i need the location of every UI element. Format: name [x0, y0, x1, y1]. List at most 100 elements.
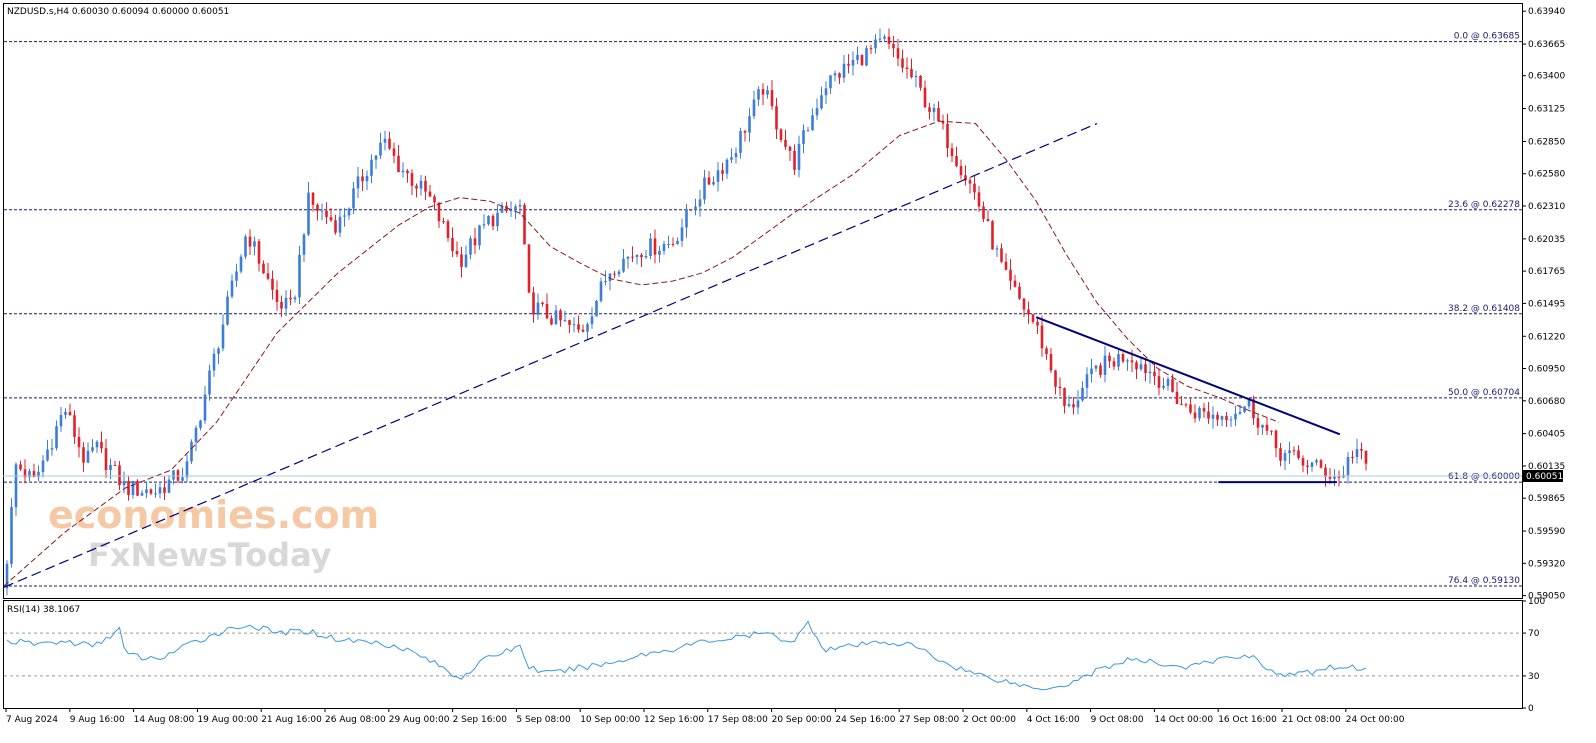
candle-body	[433, 196, 436, 203]
candle-body	[514, 206, 517, 210]
candle-body	[941, 121, 945, 124]
x-tick-label: 2 Sep 16:00	[453, 715, 508, 725]
candle-body	[401, 170, 405, 173]
candle-body	[968, 180, 972, 184]
candle-body	[851, 59, 855, 66]
candle-body	[5, 563, 9, 589]
candle-body	[1018, 286, 1021, 299]
candle-body	[55, 426, 58, 449]
candle-body	[887, 36, 891, 44]
candle-body	[833, 73, 837, 76]
candle-body	[829, 75, 832, 89]
candle-body	[1004, 261, 1008, 270]
rsi-panel[interactable]	[3, 600, 1523, 709]
candle-body	[415, 185, 418, 189]
candle-body	[991, 221, 994, 250]
candle-body	[91, 447, 94, 451]
candle-body	[361, 176, 364, 182]
candle-body	[374, 155, 378, 160]
candle-body	[1355, 448, 1359, 458]
candle-body	[734, 152, 738, 158]
candle-body	[1072, 404, 1075, 408]
candle-body	[946, 123, 949, 149]
y-tick-label: 0.63665	[1528, 40, 1565, 50]
candle-body	[221, 324, 225, 349]
candle-body	[86, 450, 90, 463]
candle-body	[959, 166, 963, 176]
candle-body	[725, 159, 729, 174]
y-tick-label: 0.62035	[1528, 235, 1565, 245]
candle-body	[419, 180, 423, 189]
candle-body	[68, 411, 72, 416]
candle-body	[982, 206, 985, 219]
candle-body	[1144, 364, 1147, 374]
candle-body	[842, 63, 846, 78]
x-tick-label: 14 Oct 00:00	[1154, 715, 1213, 725]
candle-body	[905, 67, 909, 70]
candle-body	[712, 181, 715, 185]
candle-body	[703, 177, 706, 200]
candle-body	[1301, 458, 1305, 466]
candle-body	[410, 173, 414, 186]
candle-body	[1337, 476, 1341, 478]
candle-body	[41, 460, 45, 472]
x-tick-label: 16 Oct 16:00	[1218, 715, 1277, 725]
candle-body	[811, 115, 814, 131]
candle-body	[136, 481, 139, 496]
candle-body	[797, 143, 801, 170]
candle-body	[428, 191, 432, 197]
candle-body	[1198, 408, 1201, 419]
y-tick-label: 0.60950	[1528, 365, 1565, 375]
candle-body	[752, 99, 756, 117]
candle-body	[1031, 314, 1035, 322]
candle-body	[172, 470, 175, 480]
candle-body	[1175, 391, 1179, 404]
candle-body	[316, 204, 319, 211]
candle-body	[1022, 298, 1026, 310]
candle-body	[563, 320, 567, 322]
fib-level-label: 23.6 @ 0.62278	[1448, 200, 1520, 210]
candle-body	[496, 212, 499, 227]
candle-body	[784, 139, 787, 147]
y-tick-label: 0.62310	[1528, 202, 1565, 212]
candle-body	[577, 324, 580, 330]
candle-body	[1108, 355, 1111, 362]
candle-body	[865, 48, 868, 66]
candle-body	[1288, 450, 1291, 454]
candle-body	[1364, 450, 1368, 464]
candle-body	[239, 256, 243, 272]
candle-body	[388, 138, 391, 149]
candle-body	[82, 447, 85, 463]
candle-body	[1283, 453, 1287, 461]
y-tick-label: 0.62580	[1528, 170, 1565, 180]
y-tick-label: 0.59590	[1528, 527, 1565, 537]
candle-body	[1045, 348, 1048, 355]
candle-body	[271, 278, 274, 290]
candle-body	[730, 157, 733, 160]
x-tick-label: 26 Aug 08:00	[325, 715, 386, 725]
candle-body	[1306, 465, 1309, 467]
candle-body	[1049, 354, 1053, 371]
candle-body	[64, 411, 67, 415]
rsi-tick-label: 30	[1528, 672, 1540, 682]
fib-level-label: 76.4 @ 0.59130	[1448, 576, 1520, 586]
candle-body	[284, 297, 288, 309]
candle-body	[1315, 460, 1318, 463]
candle-body	[644, 255, 648, 258]
candle-body	[329, 217, 333, 221]
candle-body	[1067, 404, 1071, 407]
candle-body	[608, 273, 612, 281]
x-tick-label: 24 Oct 00:00	[1346, 715, 1405, 725]
rsi-line	[6, 620, 1367, 691]
candle-body	[685, 209, 688, 228]
candle-body	[383, 138, 387, 143]
candle-body	[491, 215, 495, 227]
candle-body	[59, 414, 63, 427]
candle-body	[770, 90, 774, 107]
candle-body	[518, 204, 522, 207]
candle-body	[937, 108, 940, 122]
y-tick-label: 0.61765	[1528, 267, 1565, 277]
candle-body	[46, 449, 49, 461]
candle-body	[1229, 419, 1233, 421]
